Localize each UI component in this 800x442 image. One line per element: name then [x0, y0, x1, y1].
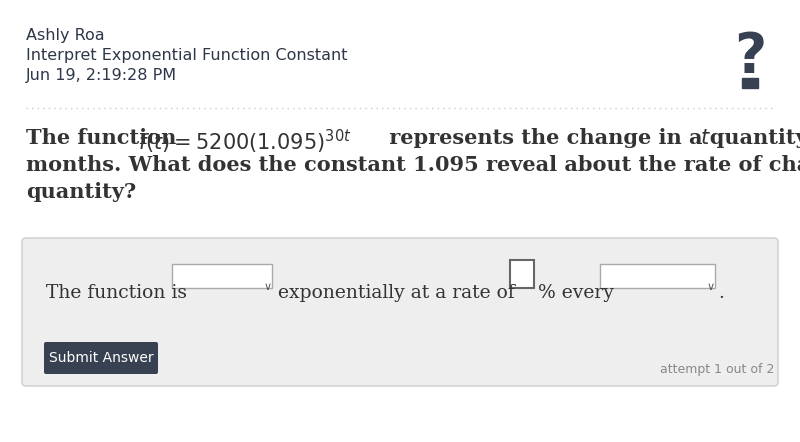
Text: The function is: The function is: [46, 284, 187, 302]
Bar: [742, 78, 758, 88]
Text: quantity?: quantity?: [26, 182, 136, 202]
Text: % every: % every: [538, 284, 614, 302]
Text: The function: The function: [26, 128, 184, 148]
Text: ∨: ∨: [264, 282, 272, 292]
Text: .: .: [718, 284, 724, 302]
Text: Ashly Roa: Ashly Roa: [26, 28, 105, 43]
Text: months. What does the constant 1.095 reveal about the rate of change of the: months. What does the constant 1.095 rev…: [26, 155, 800, 175]
Text: Submit Answer: Submit Answer: [49, 351, 154, 365]
Text: attempt 1 out of 2: attempt 1 out of 2: [660, 363, 774, 376]
Text: ?: ?: [734, 30, 766, 84]
FancyBboxPatch shape: [172, 264, 272, 288]
Text: $t$: $t$: [700, 128, 711, 148]
Text: represents the change in a quantity over: represents the change in a quantity over: [382, 128, 800, 148]
Text: Jun 19, 2:19:28 PM: Jun 19, 2:19:28 PM: [26, 68, 177, 83]
Text: exponentially at a rate of: exponentially at a rate of: [278, 284, 514, 302]
FancyBboxPatch shape: [600, 264, 715, 288]
Text: ∨: ∨: [707, 282, 715, 292]
FancyBboxPatch shape: [22, 238, 778, 386]
FancyBboxPatch shape: [510, 260, 534, 288]
FancyBboxPatch shape: [44, 342, 158, 374]
Text: Interpret Exponential Function Constant: Interpret Exponential Function Constant: [26, 48, 347, 63]
Text: $f(t) = 5200(1.095)^{30t}$: $f(t) = 5200(1.095)^{30t}$: [138, 128, 352, 156]
